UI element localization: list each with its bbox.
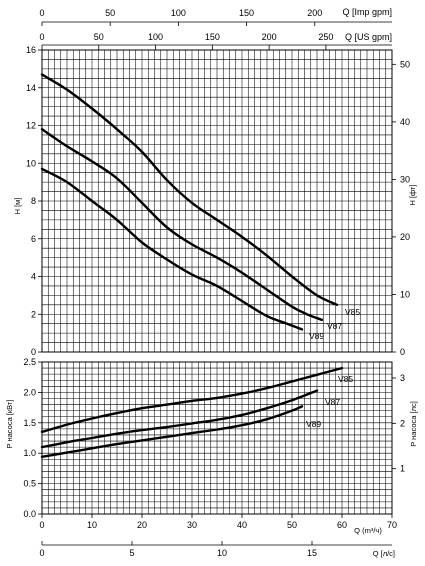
curve-label-v89: V89	[306, 419, 321, 429]
bottom-ls-tick-label: 15	[307, 548, 317, 558]
y-tick-label: 2	[31, 309, 36, 319]
top-imp-tick-label: 200	[307, 8, 322, 18]
bottom-m3h-tick-label: 60	[337, 520, 347, 530]
power-plot-frame	[41, 361, 393, 515]
y-tick-label: 8	[31, 196, 36, 206]
curve-v87	[40, 389, 319, 449]
top-imp-tick-label: 50	[105, 8, 115, 18]
bottom-ls-tick-label: 5	[129, 548, 134, 558]
power-ticks: 0.0 0.5 1.0 1.5 2.0 2.5 1 2 3	[23, 357, 405, 519]
y-right-tick-label: 30	[400, 174, 410, 184]
y-tick-label: 10	[26, 158, 36, 168]
y-tick-label: 0	[31, 347, 36, 357]
y-right-tick-label: 40	[400, 117, 410, 127]
y-right-tick-label: 10	[400, 289, 410, 299]
y-right-tick-label: 3	[400, 373, 405, 383]
bottom-ls-tick-label: 10	[217, 548, 227, 558]
bottom-axis-label-m3h: Q (m³/ч)	[354, 526, 382, 535]
y-tick-label: 6	[31, 234, 36, 244]
bottom-axis-label-ls: Q [л/с]	[373, 549, 395, 558]
power-panel: V85 V87 V89 0.0 0.5 1.0 1.5 2.0 2.5 1 2 3 P насоса…	[5, 357, 418, 519]
y-tick-label: 1.5	[23, 418, 36, 428]
y-tick-label: 0.5	[23, 479, 36, 489]
top-imp-tick-label: 150	[239, 8, 254, 18]
bottom-m3h-tick-label: 10	[87, 520, 97, 530]
y-right-tick-label: 1	[400, 464, 405, 474]
bottom-m3h-tick-label: 30	[187, 520, 197, 530]
y-tick-label: 14	[26, 83, 36, 93]
curve-label-v85: V85	[345, 307, 360, 317]
power-grid	[42, 362, 392, 514]
y-tick-label: 2.0	[23, 387, 36, 397]
y-tick-label: 0.0	[23, 509, 36, 519]
top-axis-label-imp: Q [Imp gpm]	[342, 7, 392, 17]
power-curves: V85 V87 V89	[40, 366, 353, 458]
top-us-tick-label: 150	[205, 32, 220, 42]
y-right-tick-label: 50	[400, 59, 410, 69]
curve-v89	[40, 167, 304, 331]
top-us-tick-label: 100	[148, 32, 163, 42]
head-ticks: 0 2 4 6 8 10 12 14 16 0 10 20 30 40 50	[26, 45, 410, 357]
curve-label-v87: V87	[327, 321, 342, 331]
curve-label-v85: V85	[338, 374, 353, 384]
top-axes: Q [Imp gpm] Q [US gpm]	[42, 7, 392, 46]
y-tick-label: 1.0	[23, 448, 36, 458]
head-ylabel-right: H [фт]	[408, 184, 417, 205]
curve-v85	[40, 73, 339, 306]
y-tick-label: 16	[26, 45, 36, 55]
head-grid	[42, 50, 392, 352]
y-right-tick-label: 0	[400, 347, 405, 357]
y-tick-label: 4	[31, 272, 36, 282]
y-right-tick-label: 20	[400, 232, 410, 242]
bottom-m3h-tick-label: 40	[237, 520, 247, 530]
top-imp-tick-label: 0	[39, 8, 44, 18]
power-ylabel-right: P насоса [лс]	[409, 401, 418, 447]
power-ylabel-left: P насоса [кВт]	[5, 400, 14, 449]
bottom-m3h-tick-label: 50	[287, 520, 297, 530]
top-us-tick-label: 50	[94, 32, 104, 42]
curve-v87	[40, 128, 324, 322]
top-axis-label-us: Q [US gpm]	[345, 32, 392, 42]
curve-label-v89: V89	[309, 331, 324, 341]
curve-v85	[40, 366, 344, 434]
bottom-m3h-tick-label: 0	[39, 520, 44, 530]
top-us-tick-label: 0	[39, 32, 44, 42]
y-tick-label: 12	[26, 121, 36, 131]
curve-v89	[40, 405, 304, 458]
top-us-tick-label: 200	[262, 32, 277, 42]
bottom-ls-tick-label: 0	[39, 548, 44, 558]
top-imp-tick-label: 100	[171, 8, 186, 18]
bottom-m3h-tick-label: 70	[387, 520, 397, 530]
y-right-tick-label: 2	[400, 418, 405, 428]
top-us-tick-label: 250	[318, 32, 333, 42]
bottom-axes: Q (m³/ч) Q [л/с]	[42, 526, 395, 558]
curve-label-v87: V87	[325, 397, 340, 407]
bottom-m3h-tick-label: 20	[137, 520, 147, 530]
head-ylabel-left: H [м]	[13, 198, 22, 215]
y-tick-label: 2.5	[23, 357, 36, 367]
